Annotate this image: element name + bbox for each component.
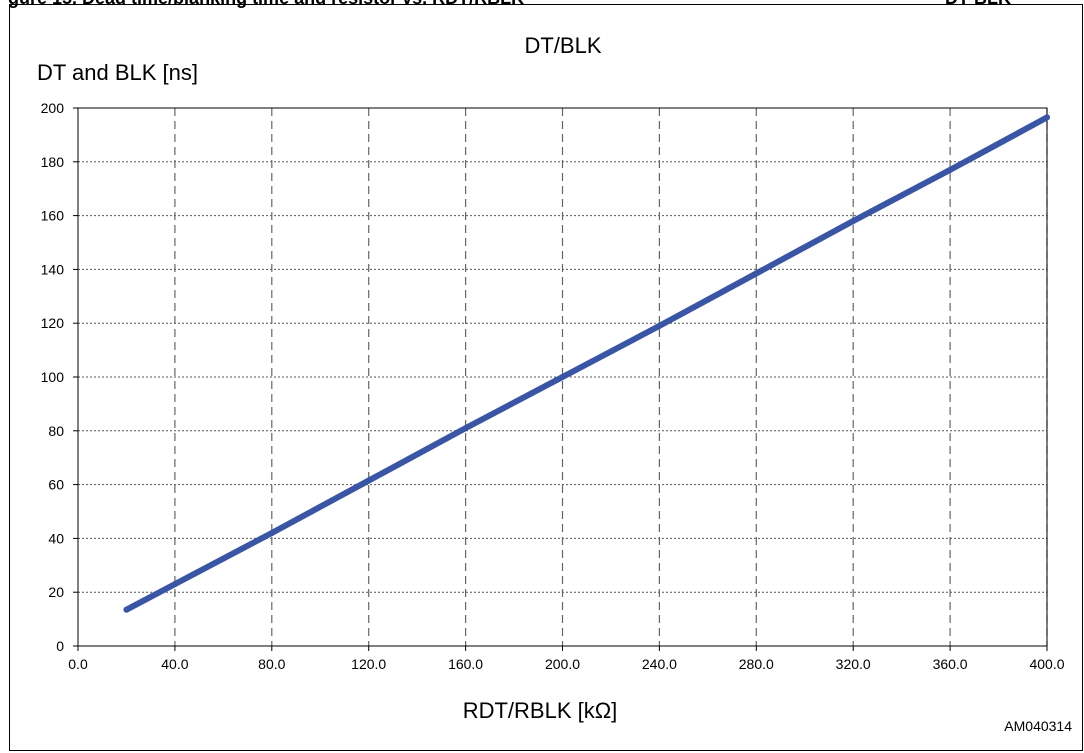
- x-tick-label: 400.0: [1029, 656, 1064, 672]
- y-tick-label: 0: [56, 638, 64, 654]
- y-tick-label: 120: [41, 315, 65, 331]
- x-tick-label: 120.0: [351, 656, 386, 672]
- data-point: [559, 374, 566, 380]
- data-point: [947, 166, 954, 173]
- x-tick-label: 80.0: [258, 656, 285, 672]
- x-tick-label: 280.0: [739, 656, 774, 672]
- x-axis-label: RDT/RBLK [kΩ]: [463, 698, 618, 723]
- figure-frame: DT/BLK DT and BLK [ns] RDT/RBLK [kΩ] 0.0…: [9, 4, 1083, 751]
- x-tick-label: 160.0: [448, 656, 483, 672]
- series-line: [123, 114, 1050, 613]
- x-tick-label: 40.0: [161, 656, 188, 672]
- data-point: [753, 270, 760, 277]
- y-tick-label: 200: [41, 100, 65, 116]
- y-tick-label: 180: [41, 154, 65, 170]
- data-point: [123, 606, 130, 613]
- data-point: [268, 530, 275, 537]
- y-tick-label: 100: [41, 369, 65, 385]
- x-tick-label: 240.0: [642, 656, 677, 672]
- x-axis-ticks: 0.0 40.0 80.0 120.0 160.0 200.0 240.0 280.0 320.…: [68, 646, 1065, 672]
- data-point: [462, 425, 469, 432]
- x-tick-label: 0.0: [68, 656, 88, 672]
- y-tick-label: 60: [48, 477, 64, 493]
- x-tick-label: 200.0: [545, 656, 580, 672]
- data-point: [171, 581, 178, 588]
- y-tick-label: 80: [48, 423, 64, 439]
- x-tick-label: 360.0: [933, 656, 968, 672]
- chart-title: DT/BLK: [524, 33, 601, 58]
- y-axis-ticks: 0 20 40 60 80 100 120 140 160 180 200: [41, 100, 78, 654]
- figure-id-code: AM040314: [1004, 718, 1072, 734]
- y-tick-label: 160: [41, 208, 65, 224]
- data-point: [365, 477, 372, 484]
- line-chart: DT/BLK DT and BLK [ns] RDT/RBLK [kΩ] 0.0…: [37, 33, 1065, 723]
- data-points: [123, 114, 1050, 613]
- y-tick-label: 40: [48, 530, 64, 546]
- y-tick-label: 140: [41, 261, 65, 277]
- y-axis-label: DT and BLK [ns]: [37, 60, 198, 85]
- y-tick-label: 20: [48, 584, 64, 600]
- x-tick-label: 320.0: [836, 656, 871, 672]
- data-point: [656, 322, 663, 329]
- data-point: [850, 217, 857, 224]
- data-point: [1044, 114, 1050, 121]
